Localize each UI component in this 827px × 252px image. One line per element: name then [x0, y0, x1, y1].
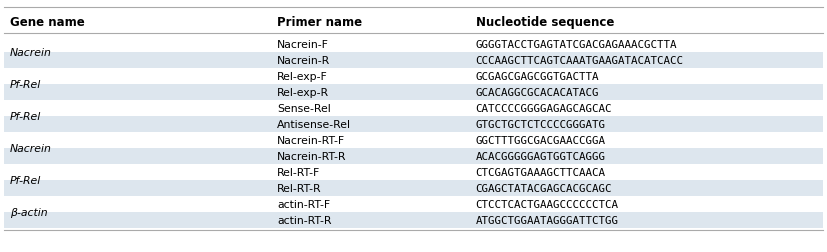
- Bar: [4, 197, 823, 213]
- Text: Pf-Rel: Pf-Rel: [10, 112, 41, 121]
- Text: Pf-Rel: Pf-Rel: [10, 80, 41, 89]
- Text: Rel-exp-R: Rel-exp-R: [277, 87, 329, 98]
- Text: Nacrein-F: Nacrein-F: [277, 40, 329, 50]
- Bar: [4, 180, 823, 197]
- Bar: [4, 53, 823, 69]
- Bar: [4, 37, 823, 52]
- Text: Nucleotide sequence: Nucleotide sequence: [476, 16, 614, 29]
- Text: Pf-Rel: Pf-Rel: [10, 176, 41, 185]
- Text: Nacrein: Nacrein: [10, 48, 52, 57]
- Text: Rel-exp-F: Rel-exp-F: [277, 72, 327, 82]
- Text: CTCGAGTGAAAGCTTCAACA: CTCGAGTGAAAGCTTCAACA: [476, 168, 605, 178]
- Text: CCCAAGCTTCAGTCAAATGAAGATACATCACC: CCCAAGCTTCAGTCAAATGAAGATACATCACC: [476, 55, 684, 66]
- Bar: [4, 116, 823, 133]
- Text: CTCCTCACTGAAGCCCCCCTCA: CTCCTCACTGAAGCCCCCCTCA: [476, 200, 619, 210]
- Text: Gene name: Gene name: [10, 16, 84, 29]
- Bar: [4, 149, 823, 165]
- Text: β-actin: β-actin: [10, 208, 47, 217]
- Bar: [4, 69, 823, 85]
- Text: Antisense-Rel: Antisense-Rel: [277, 119, 351, 130]
- Text: Nacrein-R: Nacrein-R: [277, 55, 330, 66]
- Text: GTGCTGCTCTCCCCGGGATG: GTGCTGCTCTCCCCGGGATG: [476, 119, 605, 130]
- Text: Rel-RT-R: Rel-RT-R: [277, 183, 322, 194]
- Bar: [4, 165, 823, 180]
- Text: Nacrein: Nacrein: [10, 144, 52, 153]
- Text: actin-RT-F: actin-RT-F: [277, 200, 330, 210]
- Bar: [4, 85, 823, 101]
- Text: GGCTTTGGCGACGAACCGGA: GGCTTTGGCGACGAACCGGA: [476, 136, 605, 146]
- Text: Nacrein-RT-F: Nacrein-RT-F: [277, 136, 345, 146]
- Text: CATCCCCGGGGAGAGCAGCAC: CATCCCCGGGGAGAGCAGCAC: [476, 104, 612, 114]
- Bar: [4, 133, 823, 149]
- Text: GCGAGCGAGCGGTGACTTA: GCGAGCGAGCGGTGACTTA: [476, 72, 599, 82]
- Text: Rel-RT-F: Rel-RT-F: [277, 168, 320, 178]
- Text: CGAGCTATACGAGCACGCAGC: CGAGCTATACGAGCACGCAGC: [476, 183, 612, 194]
- Text: GCACAGGCGCACACATACG: GCACAGGCGCACACATACG: [476, 87, 599, 98]
- Text: ACACGGGGGAGTGGTCAGGG: ACACGGGGGAGTGGTCAGGG: [476, 151, 605, 162]
- Text: Primer name: Primer name: [277, 16, 362, 29]
- Bar: [4, 213, 823, 229]
- Text: Nacrein-RT-R: Nacrein-RT-R: [277, 151, 347, 162]
- Text: actin-RT-R: actin-RT-R: [277, 215, 332, 226]
- Bar: [4, 101, 823, 116]
- Text: ATGGCTGGAATAGGGATTCTGG: ATGGCTGGAATAGGGATTCTGG: [476, 215, 619, 226]
- Text: Sense-Rel: Sense-Rel: [277, 104, 331, 114]
- Text: GGGGTACCTGAGTATCGACGAGAAACGCTTA: GGGGTACCTGAGTATCGACGAGAAACGCTTA: [476, 40, 677, 50]
